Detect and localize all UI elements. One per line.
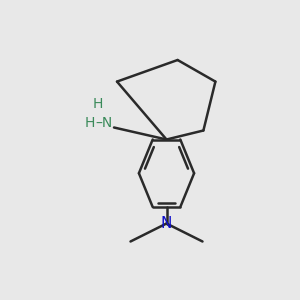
Text: H: H xyxy=(92,97,103,111)
Text: H: H xyxy=(84,116,94,130)
Text: N: N xyxy=(161,216,172,231)
Text: –N: –N xyxy=(95,116,112,130)
